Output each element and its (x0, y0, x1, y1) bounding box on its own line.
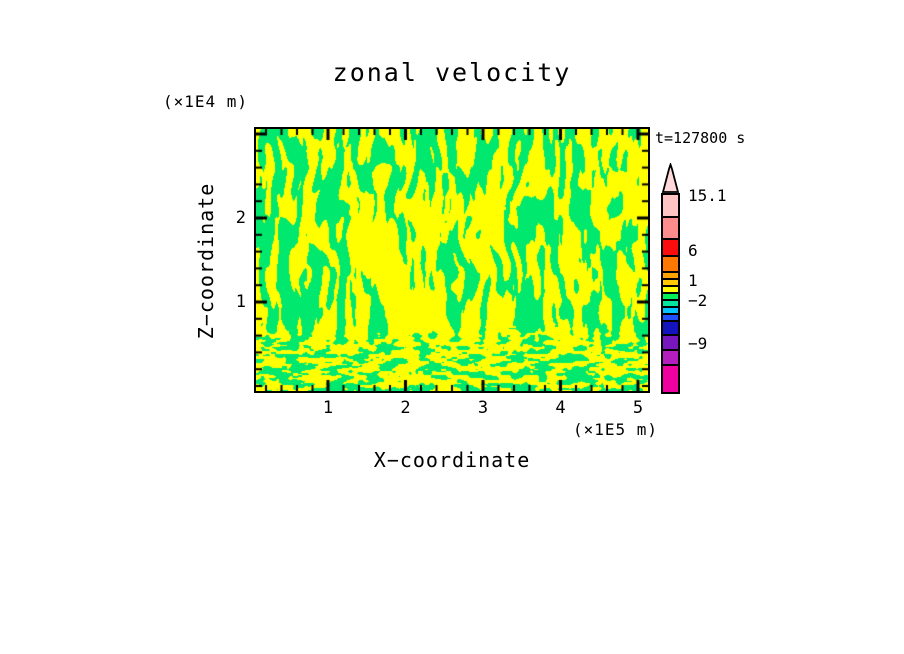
colorbar-arrow-icon (661, 163, 680, 193)
x-tick-label: 1 (322, 398, 334, 418)
colorbar-segment (663, 320, 678, 334)
colorbar-segment (663, 271, 678, 278)
x-tick-label: 3 (477, 398, 489, 418)
x-tick-label: 5 (632, 398, 644, 418)
x-axis-label: X−coordinate (373, 448, 531, 472)
colorbar-tick-label: −9 (688, 334, 708, 353)
colorbar-segment (663, 278, 678, 285)
y-axis-label: Z−coordinate (194, 182, 218, 340)
colorbar-tick-label: 6 (688, 241, 698, 260)
colorbar-tick-label: −2 (688, 291, 708, 310)
colorbar-segment (663, 306, 678, 313)
x-tick-label: 4 (555, 398, 566, 418)
y-axis-units-label: (×1E4 m) (163, 92, 249, 111)
y-tick-label: 2 (235, 208, 246, 228)
colorbar-tick-label: 15.1 (688, 186, 727, 205)
x-tick-label: 2 (400, 398, 411, 418)
colorbar-segment (663, 255, 678, 271)
y-tick-label: 1 (235, 292, 246, 312)
contour-field-canvas (256, 129, 648, 391)
colorbar-segment (663, 292, 678, 299)
colorbar-tick-label: 1 (688, 271, 698, 290)
timestamp-label: t=127800 s (655, 129, 746, 147)
colorbar-segment (663, 364, 678, 392)
colorbar-segment (663, 349, 678, 364)
x-axis-units-label: (×1E5 m) (572, 420, 658, 439)
colorbar-segment (663, 313, 678, 320)
colorbar-segment (663, 216, 678, 238)
colorbar-segment (663, 195, 678, 216)
colorbar-segment (663, 238, 678, 255)
colorbar (661, 193, 680, 394)
plot-area (254, 127, 650, 393)
colorbar-segment (663, 334, 678, 349)
colorbar-segment (663, 299, 678, 306)
colorbar-segment (663, 285, 678, 292)
chart-title: zonal velocity (332, 58, 572, 87)
